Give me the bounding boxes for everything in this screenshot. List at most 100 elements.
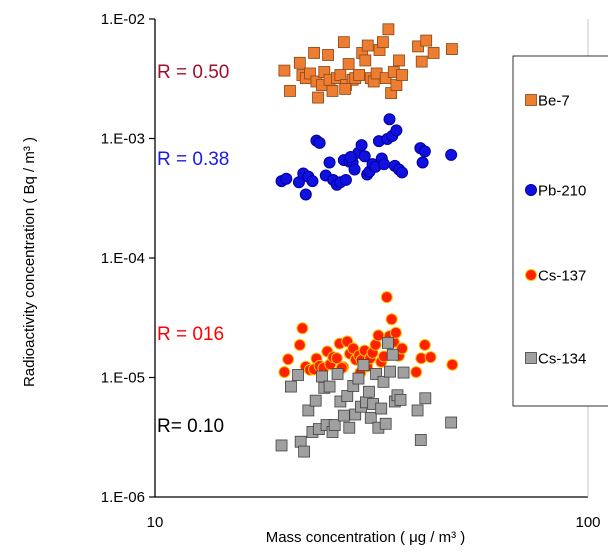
data-point xyxy=(294,435,307,448)
data-point xyxy=(419,392,432,405)
data-point xyxy=(339,83,352,95)
data-point xyxy=(308,47,320,59)
y-tick-label: 1.E-03 xyxy=(101,131,145,148)
data-point xyxy=(364,411,377,424)
data-point xyxy=(293,339,306,352)
legend-label: Pb-210 xyxy=(538,183,586,200)
legend-marker xyxy=(525,269,537,281)
data-point xyxy=(386,348,399,361)
data-point xyxy=(355,139,368,152)
legend-label: Cs-134 xyxy=(538,351,586,368)
data-point xyxy=(334,69,347,81)
data-point xyxy=(396,166,409,179)
data-point xyxy=(445,416,458,429)
legend-marker xyxy=(525,184,537,196)
data-point xyxy=(415,55,428,68)
y-tick-label: 1.E-06 xyxy=(101,489,145,506)
correlation-label-cs-137: R = 016 xyxy=(157,324,224,345)
data-point xyxy=(337,36,350,49)
data-point xyxy=(298,445,311,458)
data-point xyxy=(414,434,427,446)
y-axis-ticks: 1.E-06 1.E-05 1.E-04 1.E-03 1.E-02 xyxy=(101,11,155,506)
data-point xyxy=(293,56,306,69)
data-point xyxy=(380,291,393,304)
data-point xyxy=(420,34,433,47)
y-axis-label: Radioactivity concentration ( Bq / m³ ) xyxy=(21,137,38,387)
data-point xyxy=(378,158,391,171)
data-point xyxy=(418,145,431,158)
data-point xyxy=(330,352,343,365)
legend-label: Be-7 xyxy=(538,93,570,110)
correlation-label-cs-134: R= 0.10 xyxy=(157,416,224,437)
data-point xyxy=(296,322,309,335)
legend-marker xyxy=(525,94,537,106)
data-point xyxy=(323,156,336,169)
legend: Be-7 Pb-210 Cs-137 Cs-134 xyxy=(512,55,608,407)
data-point xyxy=(375,402,388,415)
y-tick-label: 1.E-02 xyxy=(101,11,145,28)
data-point xyxy=(363,385,375,398)
data-point xyxy=(275,439,288,452)
data-point xyxy=(341,390,354,402)
data-point xyxy=(424,351,437,364)
correlation-label-pb-210: R = 0.38 xyxy=(157,149,229,170)
data-point xyxy=(381,336,394,349)
data-point xyxy=(323,380,336,393)
data-point xyxy=(377,375,390,388)
data-point xyxy=(299,188,312,201)
data-point xyxy=(390,79,403,91)
data-point xyxy=(278,366,291,379)
data-point xyxy=(397,366,410,379)
data-point xyxy=(377,36,389,49)
y-tick-label: 1.E-04 xyxy=(101,250,145,267)
data-point xyxy=(361,39,374,52)
legend-label: Cs-137 xyxy=(538,268,586,285)
data-point xyxy=(284,85,296,97)
data-point xyxy=(379,72,392,85)
data-point xyxy=(353,69,365,81)
legend-item-be-7: Be-7 xyxy=(525,93,570,110)
data-point xyxy=(337,409,350,422)
data-point xyxy=(285,380,297,393)
legend-marker xyxy=(525,352,537,364)
data-point xyxy=(331,368,344,380)
data-point xyxy=(385,313,398,326)
data-point xyxy=(339,173,352,186)
legend-item-cs-134: Cs-134 xyxy=(525,351,586,368)
data-point xyxy=(370,368,382,380)
data-point xyxy=(282,353,295,366)
data-point xyxy=(382,23,395,36)
data-point xyxy=(306,175,319,188)
data-point xyxy=(312,91,324,104)
data-point xyxy=(410,366,423,379)
data-point xyxy=(343,421,356,434)
data-point xyxy=(302,404,315,417)
x-axis-label: Mass concentration ( μg / m³ ) xyxy=(266,529,466,546)
data-point xyxy=(383,113,396,126)
data-point xyxy=(280,172,293,185)
data-point xyxy=(445,148,458,161)
data-point xyxy=(396,342,409,355)
data-point xyxy=(358,150,371,163)
data-point xyxy=(427,47,440,59)
legend-box xyxy=(512,55,608,407)
series-pb-210 xyxy=(275,113,458,201)
data-point xyxy=(396,69,408,81)
data-point xyxy=(322,49,334,61)
data-point xyxy=(411,404,424,417)
data-point xyxy=(344,151,357,164)
legend-item-pb-210: Pb-210 xyxy=(525,183,586,200)
data-point xyxy=(352,372,365,385)
series-cs-134 xyxy=(275,336,458,458)
data-point xyxy=(328,419,341,431)
data-point xyxy=(309,394,322,407)
data-point xyxy=(416,156,429,169)
legend-item-cs-137: Cs-137 xyxy=(525,268,586,285)
correlation-label-be-7: R = 0.50 xyxy=(157,62,229,83)
data-point xyxy=(446,358,459,371)
correlation-labels: R = 0.50 R = 0.38 R = 016 R= 0.10 xyxy=(157,62,229,437)
data-point xyxy=(389,326,402,339)
data-point xyxy=(348,163,361,176)
data-point xyxy=(394,393,407,406)
